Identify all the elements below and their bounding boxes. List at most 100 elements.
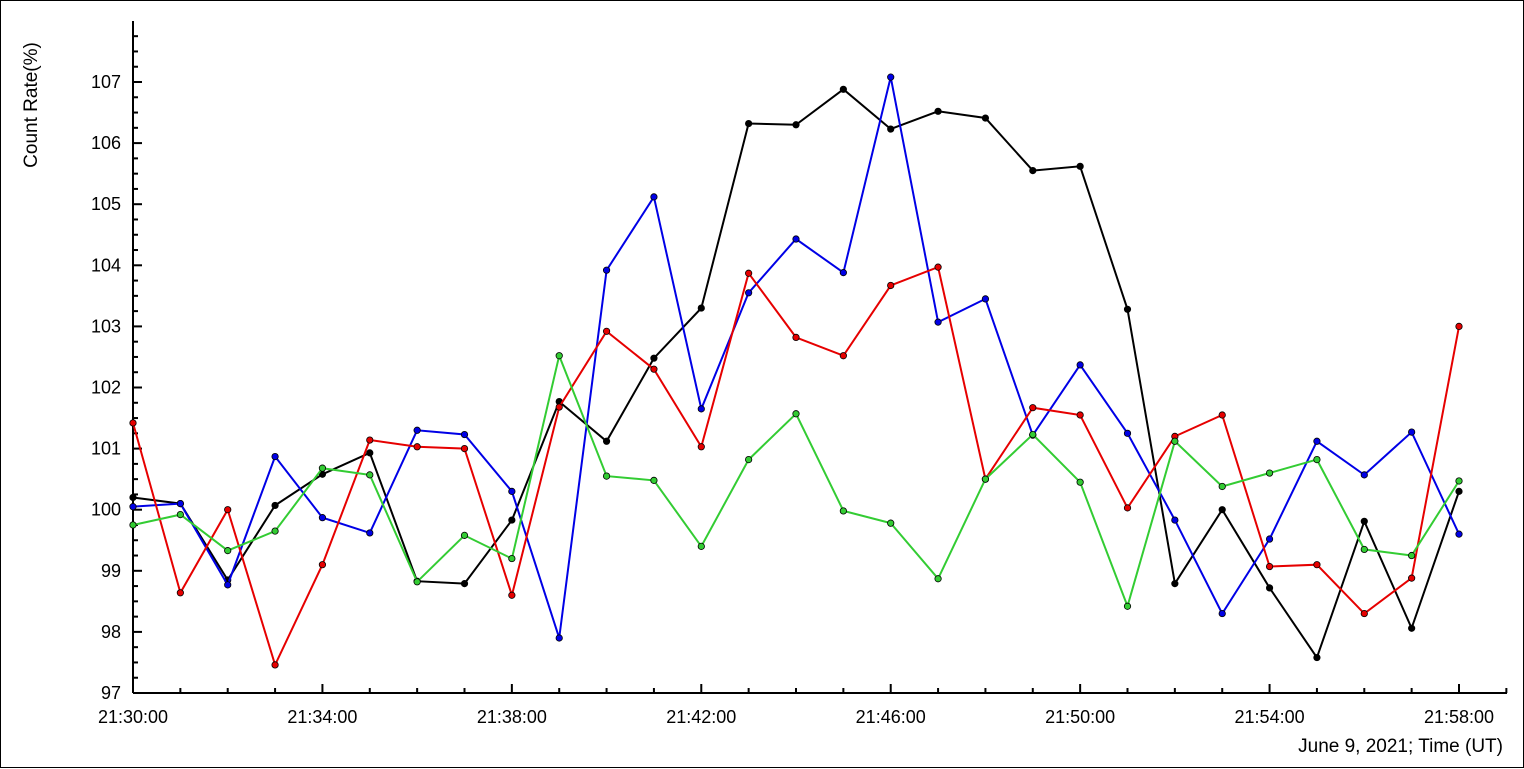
series-2-point <box>460 430 469 439</box>
series-2-point <box>697 405 705 413</box>
series-3-point <box>1029 404 1037 412</box>
series-3-point <box>460 444 469 453</box>
series-1-point <box>1171 580 1179 588</box>
data-series <box>129 73 1463 669</box>
series-3-point <box>1455 322 1463 330</box>
series-4-point <box>129 521 137 529</box>
series-3-point <box>224 506 232 514</box>
series-2-point <box>745 289 753 297</box>
series-3-point <box>1313 561 1321 569</box>
y-tick-label: 107 <box>91 72 121 92</box>
series-1-point <box>1076 162 1084 170</box>
series-2-point <box>1313 437 1321 445</box>
series-2-point <box>413 426 421 434</box>
y-axis-title: Count Rate(%) <box>21 42 42 168</box>
x-tick-label: 21:50:00 <box>1045 707 1115 727</box>
tick-labels: 97 98 99 100 101 102 103 104 105 106 107 21:30:00 21… <box>91 72 1494 727</box>
series-1-point <box>1455 487 1463 495</box>
series-3-point <box>934 263 942 271</box>
y-tick-label: 105 <box>91 194 121 214</box>
series-1-point <box>745 119 753 128</box>
x-axis-title: June 9, 2021; Time (UT) <box>1298 736 1503 757</box>
series-4-point <box>460 531 469 539</box>
series-1-point <box>792 121 800 129</box>
series-2-point <box>1171 516 1179 524</box>
series-4-point <box>792 410 800 418</box>
series-4-point <box>413 578 421 586</box>
series-2-point <box>839 269 847 277</box>
y-tick-label: 98 <box>101 622 121 642</box>
series-2-line <box>132 76 1460 639</box>
y-tick-label: 100 <box>91 500 121 520</box>
series-1-point <box>1029 166 1037 175</box>
series-3-point <box>366 436 374 444</box>
series-1-point <box>366 449 374 457</box>
x-tick-label: 21:46:00 <box>856 707 926 727</box>
series-3-point <box>1408 574 1416 582</box>
series-4-point <box>839 507 847 515</box>
series-2-point <box>1360 471 1368 479</box>
x-tick-label: 21:54:00 <box>1235 707 1305 727</box>
series-4-point <box>1265 469 1274 477</box>
series-4-point <box>1123 602 1132 610</box>
series-4-point <box>1313 455 1321 464</box>
series-1-point <box>129 493 137 502</box>
series-4-line <box>132 352 1460 610</box>
series-1-point <box>460 580 469 588</box>
x-tick-label: 21:30:00 <box>98 707 168 727</box>
series-2-point <box>1218 609 1226 618</box>
series-4-point <box>981 475 990 483</box>
series-3-point <box>129 419 137 427</box>
series-1-point <box>271 501 279 510</box>
series-4-point <box>1171 437 1179 445</box>
y-tick-label: 106 <box>91 133 121 153</box>
series-3-point <box>792 333 800 341</box>
series-4-point <box>1360 545 1368 554</box>
series-3-point <box>176 589 184 597</box>
series-2-point <box>1123 429 1132 437</box>
series-1 <box>129 85 1463 662</box>
series-3-point <box>887 281 895 290</box>
series-3-line <box>132 265 1460 668</box>
series-4-point <box>555 352 563 360</box>
series-4-point <box>1455 477 1463 485</box>
series-4-point <box>697 542 705 550</box>
axes <box>132 21 1508 694</box>
series-4-point <box>1029 430 1037 439</box>
series-2-point <box>1076 361 1084 369</box>
series-2-point <box>602 266 611 274</box>
x-tick-label: 21:38:00 <box>477 707 547 727</box>
series-4-point <box>934 575 942 583</box>
series-4-point <box>1408 551 1416 560</box>
series-3-point <box>413 443 421 451</box>
series-4-point <box>176 510 184 519</box>
series-3-point <box>1265 562 1274 571</box>
series-1-point <box>1123 305 1132 313</box>
series-1-point <box>508 516 516 524</box>
series-3 <box>129 263 1463 669</box>
series-4-point <box>366 471 374 479</box>
series-1-point <box>650 354 658 362</box>
series-3-point <box>650 365 658 373</box>
series-3-point <box>1218 411 1226 419</box>
series-2-point <box>792 235 800 243</box>
series-1-point <box>839 85 847 93</box>
series-2-point <box>981 295 990 303</box>
series-4-point <box>1218 482 1226 491</box>
series-2-point <box>129 503 137 511</box>
series-4 <box>129 352 1463 610</box>
series-1-point <box>602 437 611 445</box>
series-3-point <box>1123 504 1132 512</box>
x-tick-label: 21:58:00 <box>1424 707 1494 727</box>
series-4-point <box>602 472 611 480</box>
y-tick-label: 97 <box>101 683 121 703</box>
series-2-point <box>508 487 516 495</box>
x-tick-label: 21:42:00 <box>666 707 736 727</box>
series-3-point <box>745 269 753 277</box>
series-1-point <box>887 125 895 133</box>
series-1-point <box>934 107 942 115</box>
series-2-point <box>555 634 563 642</box>
series-2-point <box>887 73 895 81</box>
series-4-point <box>508 554 516 563</box>
